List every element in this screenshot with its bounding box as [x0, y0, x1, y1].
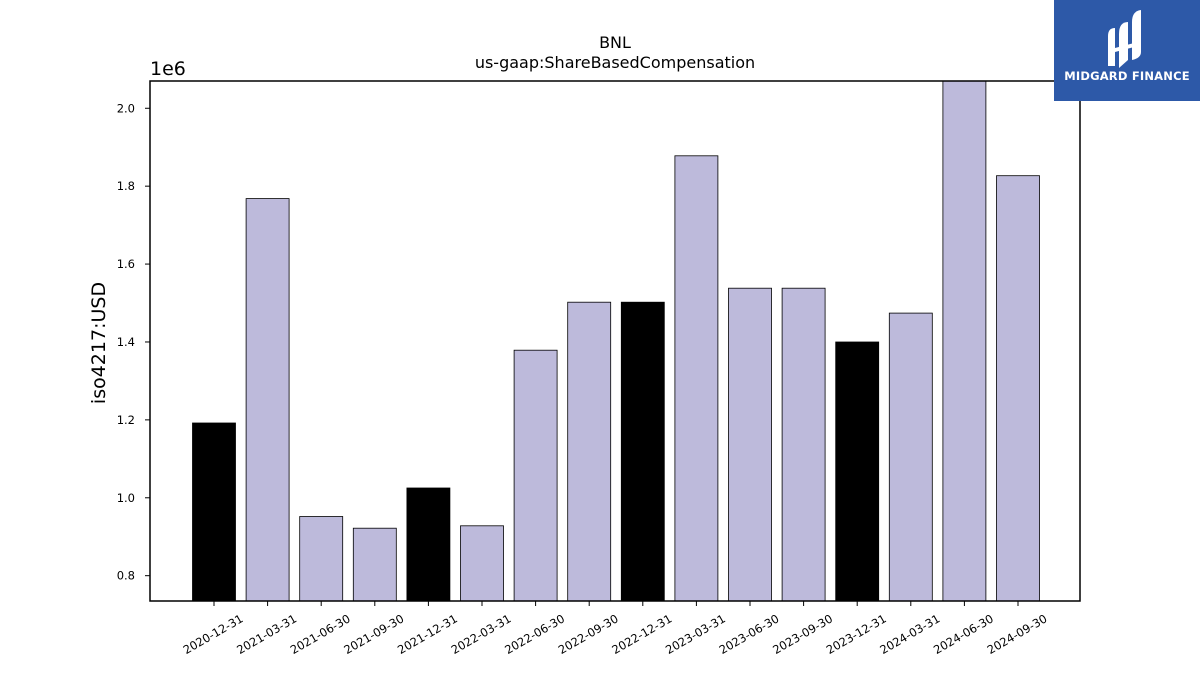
bar-2021-06-30	[299, 516, 344, 602]
x-tick-label: 2023-03-31	[663, 611, 728, 657]
x-tick-label: 2024-03-31	[877, 611, 942, 657]
y-ticks-group: 0.8 1.0 1.2 1.4 1.6 1.8 2.0	[117, 101, 150, 583]
x-tick-label: 2021-06-30	[288, 611, 353, 657]
bar-2022-12-31	[620, 301, 665, 602]
x-tick-label: 2022-09-30	[556, 611, 621, 657]
bar-2024-09-30	[996, 175, 1040, 602]
bar-2023-06-30	[728, 287, 772, 602]
bar-2024-06-30	[942, 80, 987, 602]
y-tick-label: 1.2	[117, 413, 135, 427]
y-tick-label: 0.8	[117, 569, 135, 583]
bar-2024-03-31	[888, 312, 933, 602]
bar-2020-12-31	[192, 422, 236, 602]
y-tick-label: 1.6	[117, 257, 135, 271]
bar-2023-03-31	[674, 155, 719, 602]
x-tick-label: 2021-12-31	[395, 611, 460, 657]
chart-title: BNL	[599, 33, 631, 52]
midgard-logo-icon	[1108, 10, 1141, 68]
plot-frame	[149, 80, 1081, 602]
x-tick-label: 2023-09-30	[770, 611, 835, 657]
y-tick-label: 1.8	[117, 179, 135, 193]
bar-2022-06-30	[513, 349, 558, 602]
x-tick-label: 2021-03-31	[234, 611, 299, 657]
x-tick-label: 2023-12-31	[824, 611, 889, 657]
midgard-finance-logo: MIDGARD FINANCE	[1054, 0, 1200, 101]
x-ticks-group: 2020-12-312021-03-312021-06-302021-09-30…	[181, 601, 1050, 657]
x-tick-label: 2022-03-31	[449, 611, 514, 657]
chart-subtitle: us-gaap:ShareBasedCompensation	[475, 53, 755, 72]
logo-text: MIDGARD FINANCE	[1064, 69, 1190, 83]
y-tick-label: 2.0	[117, 101, 135, 115]
x-tick-label: 2021-09-30	[341, 611, 406, 657]
x-tick-label: 2023-06-30	[717, 611, 782, 657]
x-tick-label: 2022-06-30	[502, 611, 567, 657]
bar-2023-09-30	[781, 287, 826, 602]
bar-2021-09-30	[352, 527, 397, 602]
x-tick-label: 2024-06-30	[931, 611, 996, 657]
bar-2022-09-30	[567, 301, 612, 602]
y-tick-label: 1.4	[117, 335, 135, 349]
x-tick-label: 2020-12-31	[181, 611, 246, 657]
bar-2021-12-31	[406, 487, 451, 602]
bar-2023-12-31	[835, 341, 880, 602]
x-tick-label: 2022-12-31	[609, 611, 674, 657]
y-scale-label: 1e6	[150, 58, 186, 80]
x-tick-label: 2024-09-30	[985, 611, 1050, 657]
bars-group	[192, 80, 1040, 602]
y-tick-label: 1.0	[117, 491, 135, 505]
y-axis-label: iso4217:USD	[88, 282, 110, 404]
bar-2022-03-31	[460, 525, 504, 602]
bar-2021-03-31	[245, 198, 290, 602]
